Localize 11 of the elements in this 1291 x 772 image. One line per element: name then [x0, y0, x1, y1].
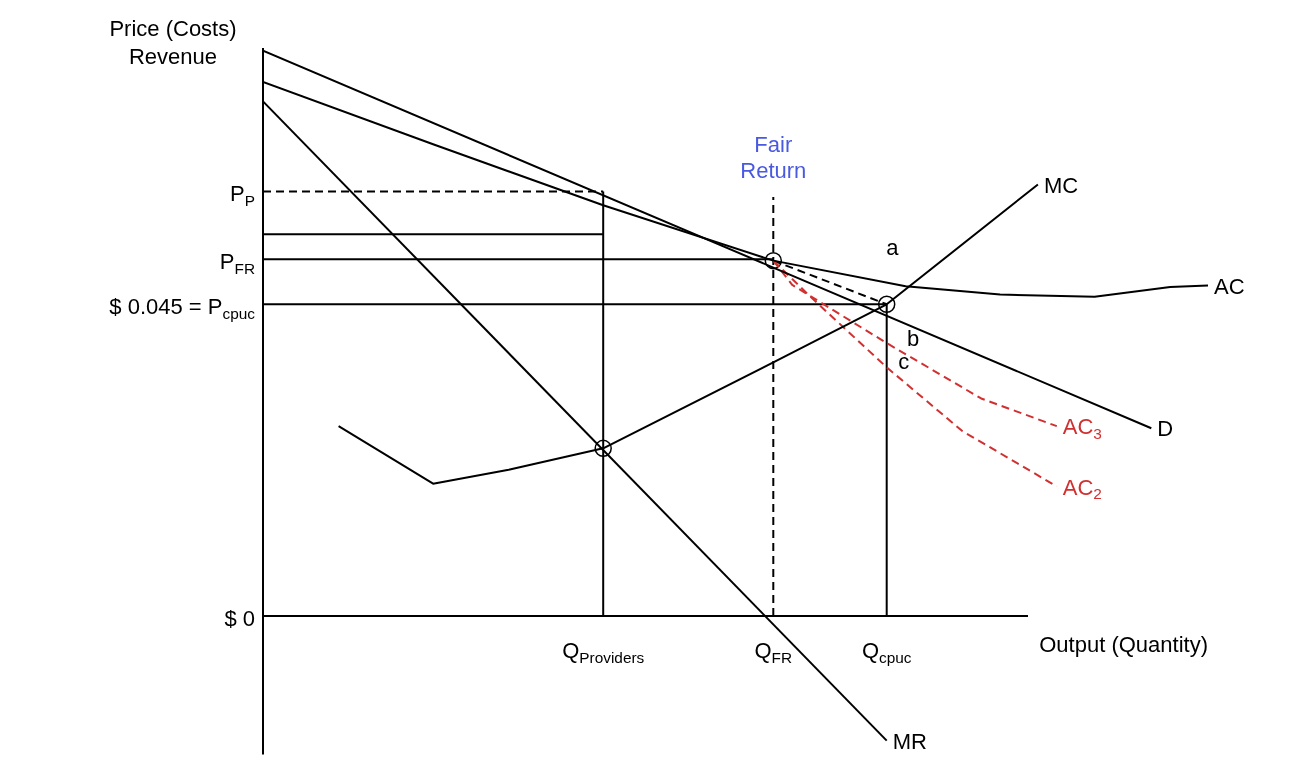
y-tick-label: $ 0: [224, 606, 256, 632]
series-label: AC: [1214, 273, 1245, 299]
x-axis-title: Output (Quantity): [1039, 632, 1209, 658]
series-label: MR: [892, 728, 927, 754]
annotation: c: [898, 349, 910, 375]
y-axis-title: Price (Costs) Revenue: [109, 16, 237, 70]
series-label: MC: [1043, 172, 1079, 198]
annotation: a: [886, 234, 900, 260]
annotation: Fair Return: [740, 131, 807, 183]
series-label: D: [1157, 416, 1174, 442]
annotation: b: [907, 326, 920, 352]
